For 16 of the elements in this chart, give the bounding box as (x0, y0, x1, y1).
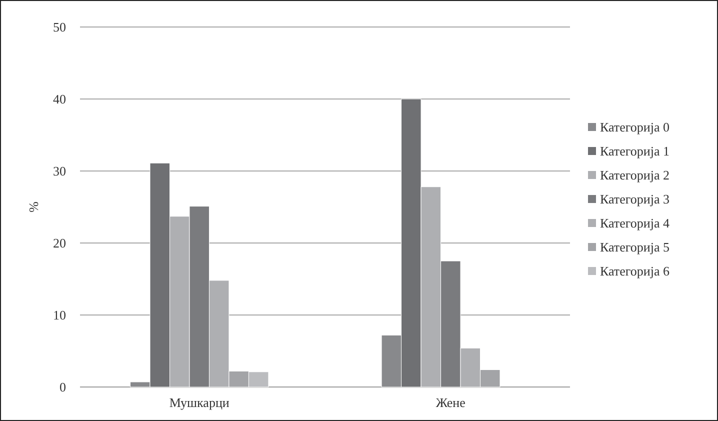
legend-label: Категорија 6 (600, 264, 670, 279)
y-tick-label: 40 (53, 92, 66, 107)
y-tick-label: 0 (60, 380, 66, 395)
x-tick-label: Жене (436, 395, 466, 410)
y-tick-label: 30 (53, 164, 66, 179)
legend-label: Категорија 3 (600, 192, 670, 207)
y-axis-title: % (26, 201, 41, 212)
y-tick-label: 10 (53, 308, 66, 323)
legend-label: Категорија 1 (600, 144, 670, 159)
y-tick-label: 20 (53, 236, 66, 251)
legend-label: Категорија 5 (600, 240, 670, 255)
legend-label: Категорија 4 (600, 216, 670, 231)
y-tick-label: 50 (53, 20, 66, 35)
x-tick-label: Мушкарци (169, 395, 230, 410)
legend-label: Категорија 2 (600, 168, 670, 183)
legend-label: Категорија 0 (600, 120, 670, 135)
